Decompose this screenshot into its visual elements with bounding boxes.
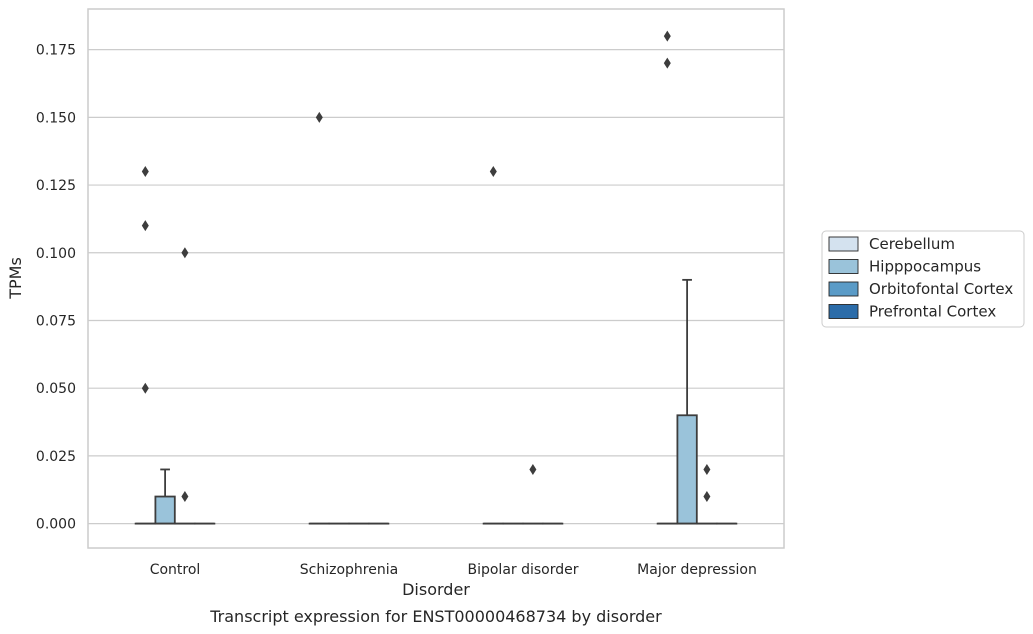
legend-swatch bbox=[828, 236, 859, 252]
y-tick-label: 0.075 bbox=[36, 313, 76, 329]
box-group bbox=[134, 166, 156, 525]
x-tick-label: Control bbox=[150, 562, 201, 578]
outlier-point bbox=[141, 382, 149, 394]
outlier-point bbox=[141, 166, 149, 178]
chart-caption: Transcript expression for ENST0000046873… bbox=[209, 607, 662, 626]
legend-label: Hipppocampus bbox=[869, 258, 981, 276]
legend-label: Prefrontal Cortex bbox=[869, 303, 996, 321]
y-tick-label: 0.100 bbox=[36, 246, 76, 262]
box-group bbox=[656, 30, 678, 525]
legend-label: Cerebellum bbox=[869, 235, 955, 253]
x-tick-label: Major depression bbox=[637, 562, 757, 578]
y-tick-label: 0.125 bbox=[36, 178, 76, 194]
outlier-point bbox=[489, 166, 497, 178]
legend: Cerebellum Hipppocampus Orbitofontal Corte… bbox=[821, 230, 1025, 328]
box-group bbox=[154, 468, 176, 525]
legend-label: Orbitofontal Cortex bbox=[869, 280, 1013, 298]
outlier-point bbox=[181, 247, 189, 259]
box-group bbox=[482, 166, 504, 525]
y-tick-labels: 0.000 0.025 0.050 0.075 0.100 0.125 0.150 0.175 bbox=[36, 43, 76, 533]
outlier-point bbox=[663, 30, 671, 42]
outlier-point bbox=[315, 111, 323, 123]
legend-frame bbox=[821, 230, 1025, 328]
y-tick-label: 0.175 bbox=[36, 43, 76, 59]
x-tick-label: Schizophrenia bbox=[300, 562, 398, 578]
x-axis-title: Disorder bbox=[402, 580, 470, 599]
outlier-point bbox=[181, 491, 189, 503]
y-tick-label: 0.025 bbox=[36, 449, 76, 465]
box-group bbox=[676, 278, 698, 525]
y-tick-label: 0.050 bbox=[36, 381, 76, 397]
y-tick-label: 0.150 bbox=[36, 110, 76, 126]
y-tick-label: 0.000 bbox=[36, 517, 76, 533]
x-tick-label: Bipolar disorder bbox=[467, 562, 578, 578]
box-body bbox=[676, 414, 698, 525]
legend-swatch bbox=[828, 259, 859, 274]
outlier-point bbox=[663, 57, 671, 69]
plot-area-background bbox=[88, 9, 784, 548]
box-group bbox=[696, 463, 718, 525]
legend-swatch bbox=[828, 281, 859, 297]
outlier-point bbox=[703, 491, 711, 503]
box-body bbox=[154, 495, 176, 525]
x-tick-labels: Control Schizophrenia Bipolar disorder Majo… bbox=[150, 562, 757, 578]
y-axis-title: TPMs bbox=[6, 257, 25, 300]
box-group bbox=[174, 247, 196, 525]
outlier-point bbox=[141, 220, 149, 232]
plot-area-frame bbox=[87, 8, 785, 549]
outlier-point bbox=[703, 463, 711, 475]
legend-swatch bbox=[828, 304, 859, 319]
outlier-point bbox=[529, 463, 537, 475]
boxes bbox=[134, 30, 738, 525]
